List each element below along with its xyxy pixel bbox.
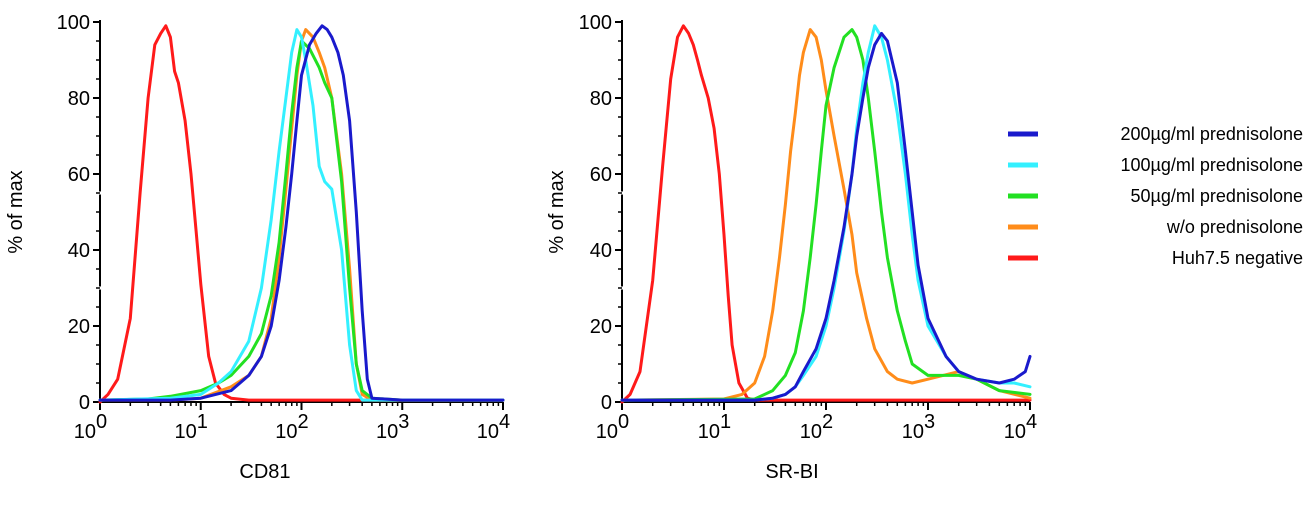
x-axis-title: CD81 bbox=[239, 461, 290, 483]
x-tick-label-exponent: 0 bbox=[618, 411, 629, 433]
x-tick-label-exponent: 0 bbox=[96, 411, 107, 433]
x-tick-label-exponent: 3 bbox=[924, 411, 935, 433]
x-tick-label-base: 10 bbox=[275, 421, 297, 443]
x-tick-label-base: 10 bbox=[902, 421, 924, 443]
y-axis-title: % of max bbox=[5, 170, 27, 253]
y-tick-label: 40 bbox=[68, 240, 90, 262]
y-tick-label: 40 bbox=[590, 240, 612, 262]
x-tick-label-base: 10 bbox=[698, 421, 720, 443]
x-tick-label-base: 10 bbox=[596, 421, 618, 443]
x-tick-label-exponent: 3 bbox=[398, 411, 409, 433]
y-axis-title: % of max bbox=[546, 170, 568, 253]
series-line-1-1 bbox=[622, 30, 1030, 401]
x-tick-label-base: 10 bbox=[376, 421, 398, 443]
x-tick-label-exponent: 2 bbox=[298, 411, 309, 433]
y-tick-label: 80 bbox=[68, 88, 90, 110]
x-tick-label-exponent: 1 bbox=[720, 411, 731, 433]
x-axis-title: SR-BI bbox=[765, 461, 818, 483]
x-tick-label-base: 10 bbox=[175, 421, 197, 443]
legend-label: 100µg/ml prednisolone bbox=[1121, 155, 1304, 175]
x-tick-label-base: 10 bbox=[74, 421, 96, 443]
legend-label: 200µg/ml prednisolone bbox=[1121, 124, 1304, 144]
legend-label: Huh7.5 negative bbox=[1172, 248, 1303, 268]
x-tick-label-base: 10 bbox=[800, 421, 822, 443]
legend-label: 50µg/ml prednisolone bbox=[1131, 186, 1303, 206]
series-line-0-2 bbox=[100, 41, 503, 400]
y-tick-label: 100 bbox=[57, 12, 90, 34]
x-tick-label-base: 10 bbox=[477, 421, 499, 443]
series-line-0-4 bbox=[100, 26, 503, 400]
y-tick-label: 60 bbox=[590, 164, 612, 186]
x-tick-label-exponent: 1 bbox=[197, 411, 208, 433]
y-tick-label: 0 bbox=[601, 392, 612, 414]
y-tick-label: 100 bbox=[579, 12, 612, 34]
x-tick-label-base: 10 bbox=[1004, 421, 1026, 443]
y-tick-label: 20 bbox=[590, 316, 612, 338]
y-tick-label: 80 bbox=[590, 88, 612, 110]
y-tick-label: 60 bbox=[68, 164, 90, 186]
x-tick-label-exponent: 4 bbox=[499, 411, 510, 433]
y-tick-label: 0 bbox=[79, 392, 90, 414]
y-tick-label: 20 bbox=[68, 316, 90, 338]
legend-label: w/o prednisolone bbox=[1166, 217, 1303, 237]
x-tick-label-exponent: 2 bbox=[822, 411, 833, 433]
x-tick-label-exponent: 4 bbox=[1026, 411, 1037, 433]
